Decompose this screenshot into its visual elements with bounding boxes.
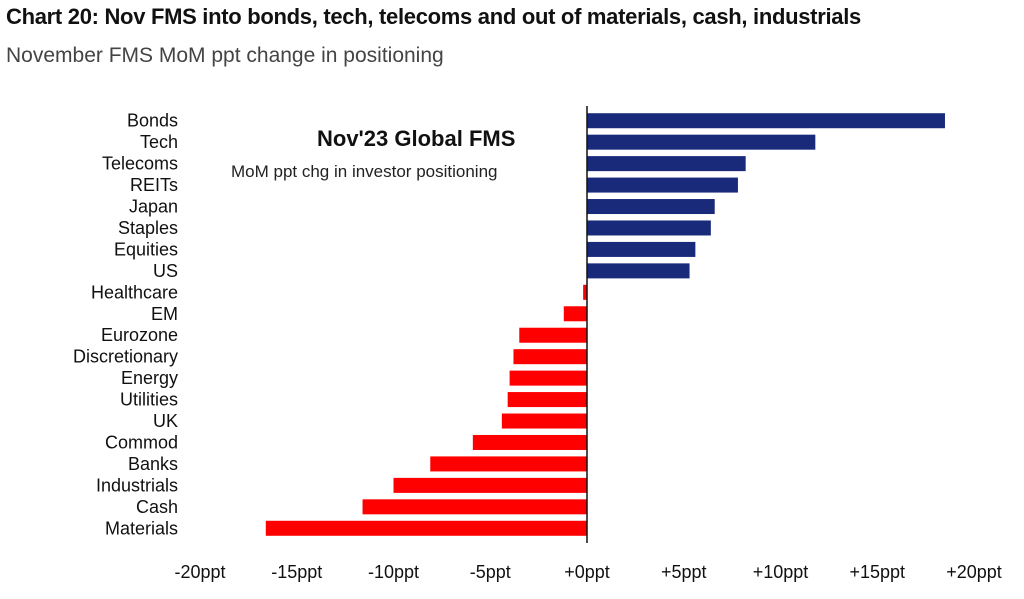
x-tick-label: +15ppt <box>849 562 905 582</box>
category-label-bonds: Bonds <box>127 111 178 131</box>
chart-inset-title: Nov'23 Global FMS <box>317 126 515 151</box>
category-label-commod: Commod <box>105 432 178 452</box>
category-label-eurozone: Eurozone <box>101 325 178 345</box>
bar-healthcare <box>583 284 587 300</box>
bar-utilities <box>507 392 587 408</box>
category-label-em: EM <box>151 304 178 324</box>
bar-telecoms <box>587 156 746 172</box>
bar-reits <box>587 177 738 193</box>
bar-equities <box>587 241 696 257</box>
x-tick-label: +5ppt <box>661 562 707 582</box>
category-label-tech: Tech <box>140 132 178 152</box>
bar-japan <box>587 199 715 215</box>
x-tick-label: -10ppt <box>368 562 419 582</box>
bar-staples <box>587 220 711 236</box>
category-label-us: US <box>153 261 178 281</box>
bar-banks <box>430 456 587 472</box>
category-label-banks: Banks <box>128 454 178 474</box>
bar-em <box>563 306 587 322</box>
bar-commod <box>472 434 587 450</box>
category-label-utilities: Utilities <box>120 390 178 410</box>
x-tick-label: +10ppt <box>753 562 809 582</box>
bar-cash <box>362 499 587 515</box>
page-subtitle: November FMS MoM ppt change in positioni… <box>6 44 444 67</box>
x-tick-label: -5ppt <box>470 562 511 582</box>
bar-eurozone <box>519 327 587 343</box>
bar-materials <box>265 520 587 536</box>
bars-group <box>265 113 945 536</box>
category-label-japan: Japan <box>129 197 178 217</box>
bar-industrials <box>393 477 587 493</box>
x-tick-labels: -20ppt -15ppt -10ppt -5ppt +0ppt +5ppt +10ppt +… <box>174 562 1001 582</box>
x-tick-label: +20ppt <box>946 562 1002 582</box>
bar-uk <box>501 413 587 429</box>
category-label-uk: UK <box>153 411 178 431</box>
bar-energy <box>509 370 587 386</box>
category-label-telecoms: Telecoms <box>102 154 178 174</box>
chart-inset-subtitle: MoM ppt chg in investor positioning <box>231 162 497 181</box>
category-label-energy: Energy <box>121 368 178 388</box>
category-label-reits: REITs <box>130 175 178 195</box>
category-label-industrials: Industrials <box>96 475 178 495</box>
bar-tech <box>587 134 816 150</box>
page-title: Chart 20: Nov FMS into bonds, tech, tele… <box>6 4 861 29</box>
bar-bonds <box>587 113 945 129</box>
category-label-materials: Materials <box>105 518 178 538</box>
bar-us <box>587 263 690 279</box>
category-label-cash: Cash <box>136 497 178 517</box>
category-label-discretionary: Discretionary <box>73 347 178 367</box>
bar-discretionary <box>513 349 587 365</box>
category-label-healthcare: Healthcare <box>91 282 178 302</box>
x-tick-label: +0ppt <box>564 562 610 582</box>
category-labels: BondsTechTelecomsREITsJapanStaplesEquiti… <box>73 111 178 539</box>
x-tick-label: -15ppt <box>271 562 322 582</box>
category-label-staples: Staples <box>118 218 178 238</box>
category-label-equities: Equities <box>114 239 178 259</box>
x-tick-label: -20ppt <box>174 562 225 582</box>
